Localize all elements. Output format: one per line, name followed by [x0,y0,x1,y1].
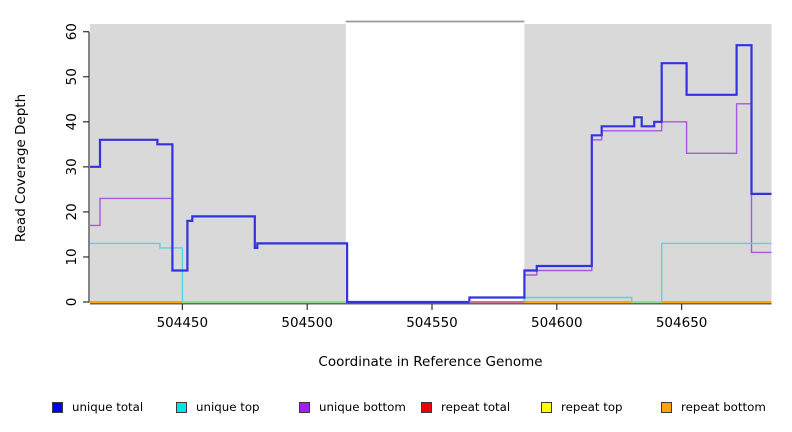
series-unique-total [90,44,772,304]
legend-item-repeat-bottom: repeat bottom [661,397,766,417]
legend-label: repeat bottom [681,400,766,414]
x-tick-label: 504500 [281,315,333,331]
y-tick-label: 60 [64,23,80,40]
legend-swatch-repeat-total [421,401,432,413]
legend-label: unique total [72,400,144,414]
legend-item-repeat-top: repeat top [541,397,623,417]
y-tick-label: 10 [64,248,80,265]
y-tick-label: 30 [64,158,80,175]
shaded-region-1 [524,24,772,302]
x-axis-title: Coordinate in Reference Genome [318,354,543,370]
legend-item-unique-top: unique top [176,397,260,417]
y-tick-label: 20 [64,203,80,220]
x-tick-label: 504650 [656,315,708,331]
x-tick-label: 504600 [531,315,583,331]
legend-item-unique-total: unique total [52,397,143,417]
y-tick-label: 50 [64,68,80,85]
coverage-chart-svg: 504450 504500 504550 504600 504650 0 10 20 30 40 5… [64,20,772,331]
legend-swatch-repeat-bottom [661,401,672,413]
legend-label: repeat total [441,400,511,414]
y-axis-title: Read Coverage Depth [13,93,29,243]
series-unique-top [90,242,772,303]
x-tick-label: 504550 [406,315,458,331]
y-tick-label: 40 [64,113,80,130]
legend-swatch-unique-total [52,401,63,413]
chart-legend: unique total unique top unique bottom repea… [0,397,792,421]
legend-swatch-unique-bottom [299,401,310,413]
legend-item-unique-bottom: unique bottom [299,397,406,417]
shaded-region-0 [90,24,346,302]
chart-area: 504450 504500 504550 504600 504650 0 10 20 30 40 5… [64,20,772,331]
legend-swatch-repeat-top [541,401,552,413]
legend-label: unique top [196,400,260,414]
legend-swatch-unique-top [176,401,187,413]
y-tick-label: 0 [64,298,80,307]
x-tick-label: 504450 [157,315,209,331]
legend-label: repeat top [561,400,623,414]
legend-label: unique bottom [319,400,406,414]
legend-item-repeat-total: repeat total [421,397,510,417]
